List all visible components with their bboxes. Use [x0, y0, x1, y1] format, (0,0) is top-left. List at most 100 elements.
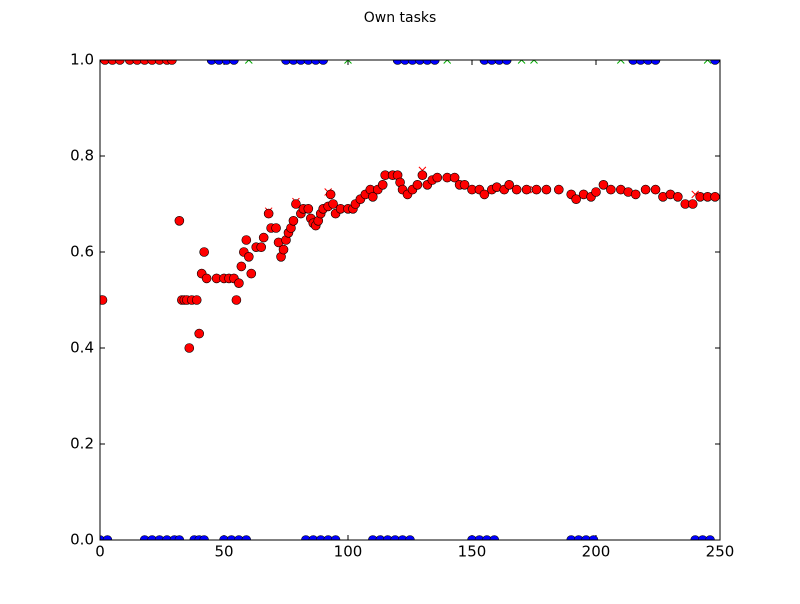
- chart-title: Own tasks: [364, 10, 437, 26]
- point: [479, 189, 490, 200]
- point: [405, 535, 415, 540]
- point: [194, 328, 204, 339]
- point: [139, 535, 150, 540]
- x-marker: [443, 60, 452, 64]
- point: [124, 60, 135, 65]
- x-marker: [530, 60, 538, 64]
- point: [308, 535, 319, 540]
- point: [415, 60, 425, 65]
- point: [201, 273, 212, 284]
- point: [588, 535, 599, 540]
- point: [531, 184, 542, 195]
- point: [271, 223, 281, 233]
- point: [303, 204, 314, 214]
- x-tick-label: 50: [214, 543, 233, 561]
- point: [487, 60, 497, 65]
- point: [147, 535, 157, 540]
- point: [687, 199, 698, 209]
- point: [390, 535, 400, 540]
- point: [521, 184, 532, 195]
- point: [690, 535, 700, 540]
- point: [184, 343, 195, 353]
- point: [606, 184, 616, 195]
- point: [422, 60, 433, 65]
- point: [231, 295, 242, 305]
- point: [673, 192, 683, 202]
- point: [263, 208, 274, 219]
- point: [630, 189, 641, 200]
- point: [382, 535, 393, 540]
- point: [221, 60, 232, 65]
- point: [328, 199, 338, 209]
- point: [377, 180, 388, 190]
- point: [650, 184, 661, 195]
- x-marker: [616, 60, 625, 64]
- point: [467, 535, 477, 540]
- point: [288, 60, 299, 65]
- point: [281, 60, 291, 65]
- point: [573, 535, 584, 540]
- point: [643, 60, 653, 65]
- x-marker: [344, 60, 352, 64]
- y-tick-label: 0.2: [70, 435, 94, 453]
- point: [710, 60, 720, 65]
- point: [278, 244, 289, 255]
- point: [236, 261, 247, 272]
- point: [147, 60, 157, 65]
- x-marker: [244, 60, 253, 64]
- point: [494, 60, 505, 65]
- point: [566, 535, 576, 540]
- point: [581, 535, 591, 540]
- point: [598, 180, 609, 190]
- point: [482, 535, 492, 540]
- point: [132, 60, 142, 65]
- point: [241, 535, 252, 540]
- point: [432, 172, 443, 183]
- point: [191, 295, 202, 305]
- point: [258, 232, 269, 243]
- point: [154, 60, 165, 65]
- y-tick-label: 0.4: [70, 339, 94, 357]
- point: [705, 535, 715, 540]
- point: [635, 60, 646, 65]
- point: [325, 189, 336, 200]
- point: [162, 535, 172, 540]
- point: [310, 60, 321, 65]
- point: [100, 295, 108, 305]
- point: [417, 170, 428, 180]
- point: [154, 535, 165, 540]
- point: [100, 60, 110, 65]
- point: [459, 180, 470, 190]
- x-marker: [703, 60, 712, 64]
- point: [504, 180, 515, 190]
- point: [206, 60, 217, 65]
- point: [291, 199, 301, 209]
- point: [174, 535, 185, 540]
- point: [640, 184, 651, 195]
- point: [102, 535, 113, 540]
- point: [256, 242, 267, 252]
- point: [474, 535, 485, 540]
- point: [301, 535, 311, 540]
- point: [174, 216, 185, 226]
- point: [115, 60, 125, 65]
- point: [296, 60, 306, 65]
- point: [489, 535, 500, 540]
- point: [167, 60, 177, 65]
- x-tick-label: 0: [95, 543, 105, 561]
- point: [430, 60, 440, 65]
- point: [139, 60, 150, 65]
- point: [591, 187, 601, 197]
- x-tick-label: 200: [582, 543, 611, 561]
- point: [330, 535, 341, 540]
- point: [501, 60, 512, 65]
- point: [697, 535, 708, 540]
- point: [288, 216, 299, 226]
- point: [367, 192, 378, 202]
- plot-frame: [99, 59, 721, 541]
- point: [710, 192, 720, 202]
- y-tick-label: 0.6: [70, 243, 94, 261]
- point: [375, 535, 386, 540]
